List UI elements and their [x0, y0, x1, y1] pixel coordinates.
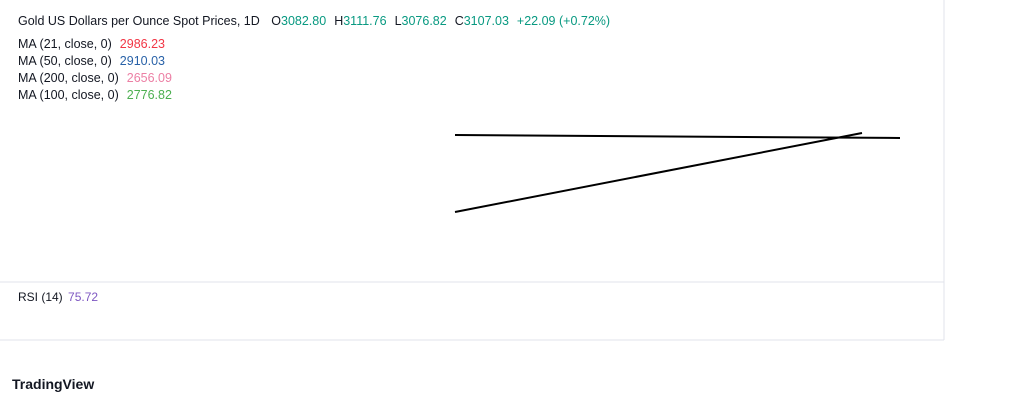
ma-value: 2986.23: [119, 37, 165, 51]
ma-legend-row: MA (21, close, 0) 2986.23: [18, 36, 174, 53]
ohlc-key: C: [454, 14, 464, 28]
ohlc-value: 3076.82: [401, 14, 447, 28]
ma-legend-row: MA (200, close, 0) 2656.09: [18, 70, 174, 87]
ohlc-key: L: [394, 14, 402, 28]
ma-name: MA (50, close, 0): [18, 54, 112, 68]
rsi-value: 75.72: [68, 290, 99, 304]
symbol: Gold US Dollars per Ounce Spot Prices, 1…: [18, 14, 260, 28]
ma-legend-row: MA (100, close, 0) 2776.82: [18, 87, 174, 104]
ma-name: MA (200, close, 0): [18, 71, 119, 85]
legend-header: Gold US Dollars per Ounce Spot Prices, 1…: [18, 13, 612, 29]
ohlc-key: O: [271, 14, 281, 28]
change: +22.09 (+0.72%): [516, 14, 611, 28]
ma-legend: MA (21, close, 0) 2986.23 MA (50, close, 0…: [18, 36, 174, 104]
rsi-legend: RSI (14) 75.72: [18, 289, 100, 305]
ma-legend-row: MA (50, close, 0) 2910.03: [18, 53, 174, 70]
ohlc-value: 3082.80: [281, 14, 327, 28]
ma-value: 2910.03: [119, 54, 165, 68]
ma-value: 2776.82: [126, 88, 172, 102]
ohlc-value: 3111.76: [343, 14, 387, 28]
ma-value: 2656.09: [126, 71, 172, 85]
rsi-name: RSI (14): [18, 290, 63, 304]
ohlc-value: 3107.03: [463, 14, 509, 28]
trendline: [454, 132, 863, 213]
brand: TradingView: [12, 376, 94, 392]
trendline: [454, 134, 901, 139]
ma-name: MA (21, close, 0): [18, 37, 112, 51]
ohlc-key: H: [334, 14, 344, 28]
ma-name: MA (100, close, 0): [18, 88, 119, 102]
brand-name: TradingView: [12, 376, 95, 392]
